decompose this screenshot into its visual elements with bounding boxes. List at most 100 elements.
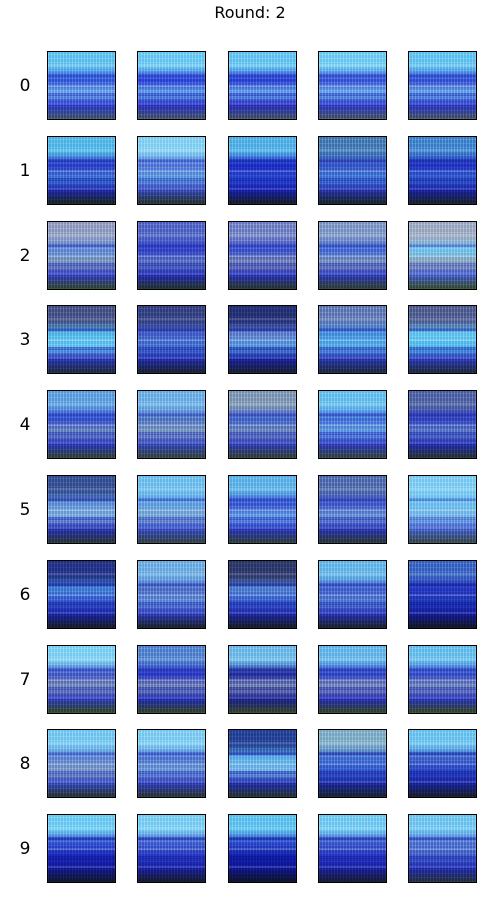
texture-band [48,763,115,765]
texture-band [409,781,476,783]
texture-band [48,347,115,350]
texture-band [319,159,386,162]
texture-band [48,318,115,320]
generated-sample-image [137,390,206,459]
generated-sample-image [47,390,116,459]
noise-overlay [138,646,205,713]
texture-band [319,509,386,511]
texture-band [138,64,205,66]
texture-band [409,74,476,77]
texture-band [409,742,476,744]
noise-overlay [138,561,205,628]
texture-band [409,103,476,105]
texture-band [229,856,296,859]
noise-overlay [319,561,386,628]
texture-band [48,573,115,575]
texture-band [319,527,386,529]
texture-band [409,752,476,755]
texture-band [319,93,386,96]
texture-band [229,583,296,586]
generated-sample-image [318,221,387,290]
noise-overlay [319,646,386,713]
texture-band [138,432,205,435]
noise-overlay [229,646,296,713]
texture-band [138,594,205,596]
texture-band [48,827,115,829]
texture-band [229,178,296,181]
texture-band [138,573,205,575]
texture-band [48,64,115,66]
texture-band [319,273,386,275]
texture-band [229,781,296,783]
texture-band [138,328,205,331]
texture-band [48,93,115,96]
texture-band [319,697,386,699]
generated-sample-image [318,390,387,459]
texture-band [409,856,476,859]
texture-band [48,856,115,859]
generated-sample-image [228,51,297,120]
texture-band [229,517,296,520]
noise-overlay [409,391,476,458]
noise-overlay [319,476,386,543]
texture-band [319,149,386,151]
row-label: 0 [19,75,31,96]
noise-overlay [409,815,476,882]
generated-sample-image [408,390,477,459]
texture-band [409,159,476,162]
texture-band [138,74,205,77]
generated-sample-image [228,729,297,798]
texture-band [409,837,476,840]
texture-band [229,85,296,87]
generated-sample-image [408,305,477,374]
noise-overlay [409,137,476,204]
texture-band [138,159,205,162]
texture-band [409,413,476,416]
generated-sample-image [137,475,206,544]
texture-band [48,742,115,744]
generated-sample-image [137,51,206,120]
texture-band [48,234,115,236]
noise-overlay [48,391,115,458]
texture-band [409,432,476,435]
texture-band [138,318,205,320]
texture-band [319,234,386,236]
noise-overlay [409,306,476,373]
generated-sample-image [318,51,387,120]
texture-band [319,498,386,501]
texture-band [48,103,115,105]
texture-band [138,347,205,350]
texture-band [319,781,386,783]
generated-sample-image [408,221,477,290]
texture-band [229,498,296,501]
texture-band [229,827,296,829]
texture-band [229,594,296,596]
texture-band [138,244,205,247]
noise-overlay [229,391,296,458]
texture-band [409,442,476,444]
noise-overlay [229,137,296,204]
generated-sample-image [47,475,116,544]
texture-band [48,527,115,529]
texture-band [48,848,115,850]
texture-band [319,64,386,66]
texture-band [229,339,296,341]
texture-band [409,668,476,671]
texture-band [319,752,386,755]
generated-sample-image [408,645,477,714]
texture-band [229,103,296,105]
noise-overlay [229,222,296,289]
noise-overlay [319,306,386,373]
texture-band [229,357,296,359]
texture-band [409,517,476,520]
generated-sample-image [47,645,116,714]
noise-overlay [48,222,115,289]
texture-band [48,159,115,162]
noise-overlay [48,561,115,628]
texture-band [138,413,205,416]
generated-sample-image [228,136,297,205]
texture-band [138,273,205,275]
texture-band [138,856,205,859]
generated-sample-image [408,136,477,205]
texture-band [319,827,386,829]
